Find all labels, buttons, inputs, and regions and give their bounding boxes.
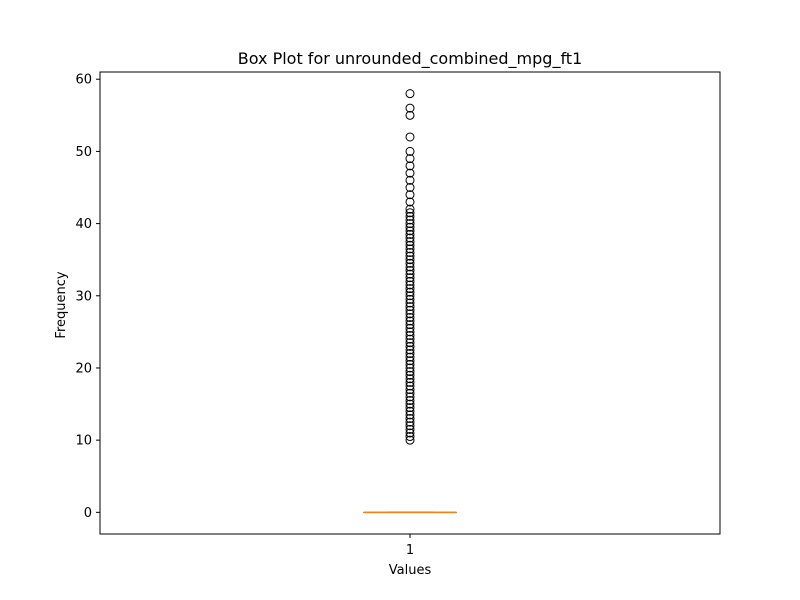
outlier-point: [405, 334, 415, 344]
outlier-point: [405, 219, 415, 229]
outlier-point: [405, 417, 415, 427]
outlier-point: [405, 222, 415, 232]
plot-marks: [363, 89, 457, 514]
y-tick-label: 10: [75, 434, 92, 449]
outlier-point: [405, 132, 415, 142]
outlier-point: [405, 352, 415, 362]
outlier-point: [405, 388, 415, 398]
outlier-point: [405, 280, 415, 290]
outlier-point: [405, 269, 415, 279]
outlier-point: [405, 399, 415, 409]
y-tick-label: 0: [84, 506, 92, 521]
outlier-point: [405, 435, 415, 445]
y-tick-label: 20: [75, 361, 92, 376]
outlier-point: [405, 251, 415, 261]
outlier-point: [405, 330, 415, 340]
outlier-point: [405, 276, 415, 286]
outlier-point: [405, 183, 415, 192]
outlier-point: [405, 421, 415, 431]
outlier-point: [405, 406, 415, 416]
outlier-point: [405, 146, 415, 156]
outlier-point: [405, 432, 415, 442]
outlier-point: [405, 385, 415, 395]
outlier-point: [405, 403, 415, 413]
outlier-point: [405, 226, 415, 236]
outlier-point: [405, 255, 415, 265]
outlier-point: [405, 197, 415, 207]
outlier-point: [405, 291, 415, 301]
outlier-point: [405, 273, 415, 283]
outlier-point: [405, 428, 415, 438]
outlier-point: [405, 284, 415, 294]
outlier-point: [405, 309, 415, 319]
outlier-point: [405, 208, 415, 218]
outlier-point: [405, 381, 415, 391]
outlier-point: [405, 237, 415, 247]
outlier-point: [405, 359, 415, 369]
chart-title: Box Plot for unrounded_combined_mpg_ft1: [238, 49, 583, 69]
outlier-point: [405, 266, 415, 276]
outlier-point: [405, 168, 415, 178]
outlier-point: [405, 298, 415, 308]
outlier-point: [405, 327, 415, 337]
outlier-point: [405, 349, 415, 359]
outlier-point: [405, 377, 415, 387]
outlier-point: [405, 305, 415, 315]
outlier-point: [405, 356, 415, 366]
outlier-point: [405, 233, 415, 243]
outlier-point: [405, 338, 415, 348]
outlier-point: [405, 175, 415, 185]
outlier-point: [405, 240, 415, 250]
outlier-point: [405, 363, 415, 373]
outlier-point: [405, 161, 415, 171]
outlier-point: [405, 258, 415, 268]
outlier-point: [405, 410, 415, 420]
outlier-point: [405, 414, 415, 423]
axes: 0 10 20 30 40 50 60 1: [75, 71, 721, 558]
x-axis-label: Values: [389, 563, 432, 578]
outlier-point: [405, 287, 415, 297]
outlier-point: [405, 323, 415, 333]
outlier-point: [405, 204, 415, 214]
outlier-point: [405, 312, 415, 322]
outlier-point: [405, 211, 415, 221]
y-tick-label: 50: [75, 145, 92, 160]
outlier-point: [405, 370, 415, 380]
outlier-point: [405, 367, 415, 377]
outlier-point: [405, 89, 415, 99]
y-tick-label: 40: [75, 217, 92, 232]
outlier-point: [405, 190, 415, 200]
outlier-point: [405, 244, 415, 254]
y-tick-label: 60: [75, 73, 92, 88]
outlier-point: [405, 262, 415, 272]
outlier-point: [405, 316, 415, 326]
outlier-point: [405, 392, 415, 402]
outlier-point: [405, 154, 415, 164]
outlier-point: [405, 341, 415, 351]
outlier-point: [405, 103, 415, 113]
outlier-point: [405, 395, 415, 405]
outlier-point: [405, 374, 415, 384]
outlier-point: [405, 294, 415, 304]
y-axis-label: Frequency: [54, 271, 69, 338]
outlier-point: [405, 215, 415, 225]
outlier-point: [405, 320, 415, 330]
outlier-point: [405, 229, 415, 239]
outlier-point: [405, 302, 415, 312]
outlier-point: [405, 247, 415, 257]
x-tick-label: 1: [406, 543, 414, 558]
outlier-point: [405, 424, 415, 434]
y-tick-label: 30: [75, 289, 92, 304]
outlier-point: [405, 345, 415, 355]
outlier-point: [405, 110, 415, 120]
